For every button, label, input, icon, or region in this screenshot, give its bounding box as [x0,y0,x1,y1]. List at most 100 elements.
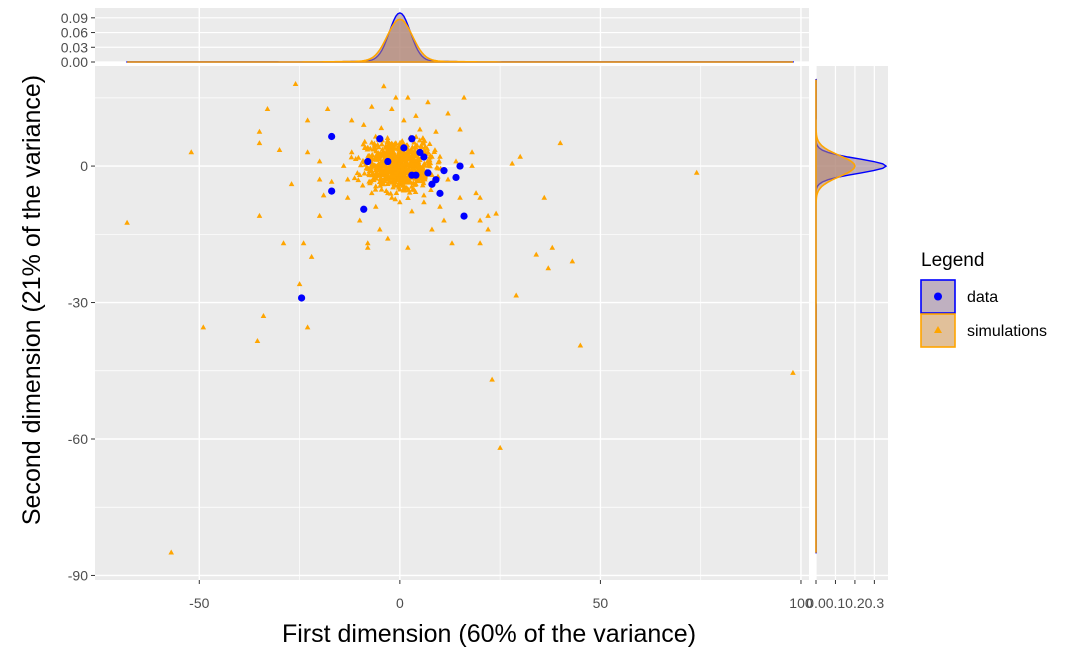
simulation-point [693,169,700,175]
simulation-point [391,165,398,171]
simulation-point [411,139,417,145]
simulation-point [401,117,407,123]
simulation-point [398,163,405,169]
simulation-point [389,106,395,112]
simulation-point [424,145,431,151]
y-tick-label: -90 [68,567,88,583]
simulation-point [790,369,796,375]
simulation-point [469,149,475,155]
data-point [384,157,392,166]
simulation-point [457,126,463,132]
simulation-point [428,186,434,192]
simulation-point [372,203,379,209]
data-point [412,171,420,179]
simulation-point [457,194,463,200]
simulation-point [461,94,467,100]
legend: Legend data simulations [920,250,1047,348]
simulation-point [376,226,383,232]
simulation-point [397,199,403,205]
top-marginal-density [126,12,794,63]
simulation-point [387,153,394,159]
simulation-point [421,199,427,205]
simulation-point [393,94,399,100]
right-x-tick-label: 0.3 [865,595,885,611]
simulation-point [304,324,311,330]
simulation-point [391,181,398,187]
simulation-point [417,126,423,132]
simulation-point [340,162,347,168]
simulation-point [433,128,439,134]
main-panel [95,66,809,580]
simulation-point [497,444,503,450]
simulation-point [351,175,358,181]
data-point [376,135,384,143]
top-y-tick-label: 0.03 [61,39,88,55]
simulation-point [372,183,379,189]
x-tick-label: 100 [789,595,813,611]
simulation-point [264,106,271,112]
simulation-point [280,240,287,246]
simulation-point [344,176,351,182]
data-points [297,132,468,302]
top-marginal-panel [95,8,809,62]
simulation-point [377,150,383,156]
simulation-point [381,150,388,156]
data-point [400,144,408,152]
simulation-point [426,157,433,163]
top-y-tick-label: 0.06 [61,25,88,41]
x-tick-label: 50 [593,595,609,611]
simulation-point [359,182,366,188]
simulation-point [405,94,411,100]
simulation-point [354,170,361,176]
simulation-point [389,173,395,179]
simulation-point [365,152,371,158]
simulation-point [256,212,263,218]
simulation-point [549,244,556,250]
right-x-tick-label: 0.0 [806,595,826,611]
right-marginal-density [815,78,888,554]
top-y-tick-label: 0.00 [61,54,88,70]
simulation-point [368,103,375,109]
simulation-point [381,83,387,89]
data-point [460,212,468,220]
simulation-point [387,190,394,196]
simulation-point [409,153,416,159]
top-marginal-y-ticks: 0.000.030.060.09 [61,10,95,70]
simulation-point [188,149,195,155]
simulation-point [400,171,406,177]
simulation-point [415,163,421,169]
simulation-point [373,175,380,181]
simulation-point [517,153,523,159]
simulation-point [406,148,413,154]
simulation-point [394,171,400,177]
simulation-point [426,154,433,160]
simulation-point [260,312,267,318]
simulation-point [489,376,495,382]
simulation-point [376,172,382,178]
y-tick-label: -30 [68,295,88,311]
simulation-point [424,158,431,164]
simulation-point [304,117,311,123]
simulation-point [414,153,421,159]
simulation-point [393,156,400,162]
main-grid [95,66,809,580]
x-axis-ticks: -50 0 50 100 [189,580,813,611]
simulation-point [379,141,385,147]
legend-key-data [920,279,956,314]
simulation-point [378,180,384,186]
legend-label-data: data [967,289,998,306]
simulation-point [356,217,363,223]
simulation-point [288,181,295,187]
simulation-point [409,208,415,214]
simulation-point [387,143,393,149]
simulation-point [375,144,382,150]
simulation-point [389,194,395,200]
simulation-point [372,186,379,192]
simulation-point [361,144,368,150]
data-point [452,173,460,182]
simulation-point [405,244,411,250]
data-point [328,187,336,195]
simulation-point [390,184,396,190]
data-point [328,132,336,141]
top-y-tick-label: 0.09 [61,10,88,26]
